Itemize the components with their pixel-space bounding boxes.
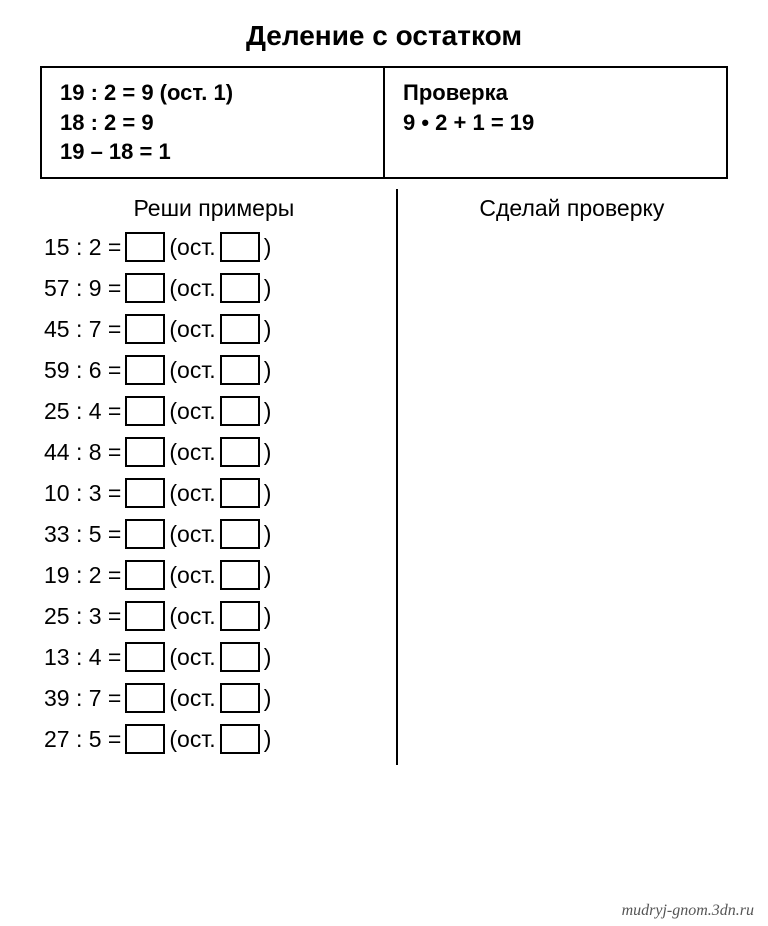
problem-row: 33 : 5 = (ост.) <box>40 519 388 549</box>
quotient-input-box[interactable] <box>125 642 165 672</box>
remainder-label-open: (ост. <box>169 439 215 466</box>
problem-expression: 45 : 7 = <box>44 316 121 343</box>
remainder-label-close: ) <box>264 357 272 384</box>
problem-row: 45 : 7 = (ост.) <box>40 314 388 344</box>
remainder-input-box[interactable] <box>220 519 260 549</box>
remainder-input-box[interactable] <box>220 437 260 467</box>
remainder-label-close: ) <box>264 603 272 630</box>
example-line: 19 – 18 = 1 <box>60 137 365 167</box>
remainder-label-close: ) <box>264 644 272 671</box>
problems-header: Реши примеры <box>40 195 388 222</box>
remainder-label-open: (ост. <box>169 603 215 630</box>
remainder-label-open: (ост. <box>169 562 215 589</box>
remainder-input-box[interactable] <box>220 355 260 385</box>
problem-expression: 13 : 4 = <box>44 644 121 671</box>
remainder-input-box[interactable] <box>220 683 260 713</box>
problem-row: 13 : 4 = (ост.) <box>40 642 388 672</box>
example-line: 18 : 2 = 9 <box>60 108 365 138</box>
remainder-label-open: (ост. <box>169 316 215 343</box>
page-title: Деление с остатком <box>30 20 738 52</box>
quotient-input-box[interactable] <box>125 437 165 467</box>
remainder-label-open: (ост. <box>169 480 215 507</box>
remainder-label-open: (ост. <box>169 234 215 261</box>
worked-example-box: 19 : 2 = 9 (ост. 1) 18 : 2 = 9 19 – 18 =… <box>40 66 728 179</box>
problems-column: Реши примеры 15 : 2 = (ост.) 57 : 9 = (ост.… <box>40 189 398 765</box>
quotient-input-box[interactable] <box>125 232 165 262</box>
remainder-label-open: (ост. <box>169 726 215 753</box>
quotient-input-box[interactable] <box>125 478 165 508</box>
quotient-input-box[interactable] <box>125 314 165 344</box>
remainder-label-close: ) <box>264 275 272 302</box>
quotient-input-box[interactable] <box>125 519 165 549</box>
problem-row: 15 : 2 = (ост.) <box>40 232 388 262</box>
problem-row: 59 : 6 = (ост.) <box>40 355 388 385</box>
remainder-label-open: (ост. <box>169 644 215 671</box>
remainder-input-box[interactable] <box>220 396 260 426</box>
remainder-label-close: ) <box>264 316 272 343</box>
worked-example-left: 19 : 2 = 9 (ост. 1) 18 : 2 = 9 19 – 18 =… <box>42 68 385 177</box>
remainder-label-close: ) <box>264 439 272 466</box>
remainder-label-close: ) <box>264 562 272 589</box>
example-line: 19 : 2 = 9 (ост. 1) <box>60 78 365 108</box>
problem-row: 57 : 9 = (ост.) <box>40 273 388 303</box>
remainder-label-open: (ост. <box>169 275 215 302</box>
quotient-input-box[interactable] <box>125 560 165 590</box>
example-check-title: Проверка <box>403 78 708 108</box>
remainder-input-box[interactable] <box>220 232 260 262</box>
problem-expression: 44 : 8 = <box>44 439 121 466</box>
remainder-input-box[interactable] <box>220 478 260 508</box>
remainder-input-box[interactable] <box>220 560 260 590</box>
problem-expression: 27 : 5 = <box>44 726 121 753</box>
remainder-label-close: ) <box>264 685 272 712</box>
problem-expression: 59 : 6 = <box>44 357 121 384</box>
remainder-input-box[interactable] <box>220 642 260 672</box>
quotient-input-box[interactable] <box>125 396 165 426</box>
remainder-label-close: ) <box>264 234 272 261</box>
problem-expression: 15 : 2 = <box>44 234 121 261</box>
remainder-input-box[interactable] <box>220 314 260 344</box>
check-column: Сделай проверку <box>398 189 728 765</box>
problem-row: 10 : 3 = (ост.) <box>40 478 388 508</box>
problem-row: 19 : 2 = (ост.) <box>40 560 388 590</box>
quotient-input-box[interactable] <box>125 683 165 713</box>
problem-expression: 25 : 4 = <box>44 398 121 425</box>
remainder-label-close: ) <box>264 521 272 548</box>
watermark-text: mudryj-gnom.3dn.ru <box>622 902 754 920</box>
remainder-input-box[interactable] <box>220 273 260 303</box>
problem-expression: 57 : 9 = <box>44 275 121 302</box>
remainder-label-open: (ост. <box>169 685 215 712</box>
problems-list: 15 : 2 = (ост.) 57 : 9 = (ост.) 45 : 7 = (ост… <box>40 232 388 754</box>
remainder-label-open: (ост. <box>169 521 215 548</box>
problem-expression: 39 : 7 = <box>44 685 121 712</box>
example-check-line: 9 • 2 + 1 = 19 <box>403 108 708 138</box>
problem-row: 44 : 8 = (ост.) <box>40 437 388 467</box>
worksheet-page: Деление с остатком 19 : 2 = 9 (ост. 1) 1… <box>0 0 768 775</box>
problem-expression: 33 : 5 = <box>44 521 121 548</box>
remainder-input-box[interactable] <box>220 601 260 631</box>
quotient-input-box[interactable] <box>125 273 165 303</box>
quotient-input-box[interactable] <box>125 355 165 385</box>
worked-example-right: Проверка 9 • 2 + 1 = 19 <box>385 68 726 177</box>
problem-expression: 25 : 3 = <box>44 603 121 630</box>
problem-row: 25 : 4 = (ост.) <box>40 396 388 426</box>
problem-row: 27 : 5 = (ост.) <box>40 724 388 754</box>
remainder-label-open: (ост. <box>169 357 215 384</box>
quotient-input-box[interactable] <box>125 724 165 754</box>
remainder-label-close: ) <box>264 726 272 753</box>
remainder-label-close: ) <box>264 480 272 507</box>
problem-expression: 10 : 3 = <box>44 480 121 507</box>
problem-row: 39 : 7 = (ост.) <box>40 683 388 713</box>
remainder-label-open: (ост. <box>169 398 215 425</box>
remainder-input-box[interactable] <box>220 724 260 754</box>
quotient-input-box[interactable] <box>125 601 165 631</box>
remainder-label-close: ) <box>264 398 272 425</box>
check-header: Сделай проверку <box>416 195 728 222</box>
problem-expression: 19 : 2 = <box>44 562 121 589</box>
work-area: Реши примеры 15 : 2 = (ост.) 57 : 9 = (ост.… <box>40 189 728 765</box>
problem-row: 25 : 3 = (ост.) <box>40 601 388 631</box>
